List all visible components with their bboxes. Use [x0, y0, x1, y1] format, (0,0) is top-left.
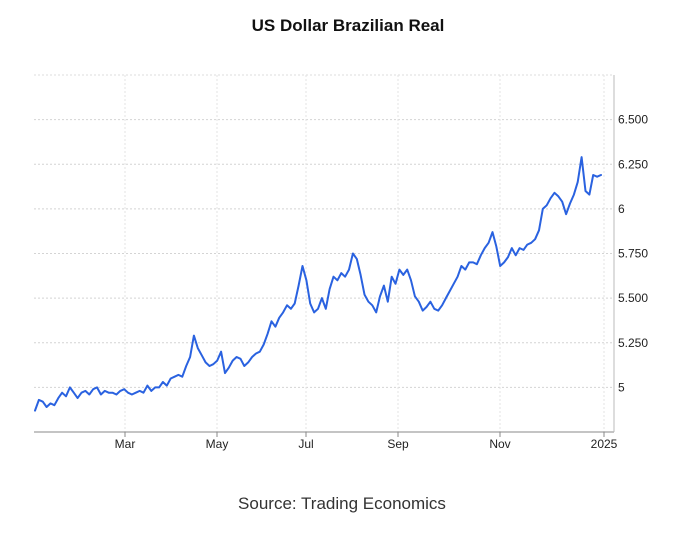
- y-tick-label: 6.250: [618, 157, 648, 171]
- tick-labels: 5 5.250 5.500 5.750 6 6.250 6.500 Mar May Jul Sep N…: [115, 113, 649, 451]
- axes: [34, 75, 615, 437]
- x-tick-label: May: [206, 437, 229, 451]
- y-tick-label: 5.500: [618, 291, 648, 305]
- chart-title: US Dollar Brazilian Real: [251, 16, 445, 35]
- x-tick-label: 2025: [591, 437, 618, 451]
- x-tick-label: Jul: [298, 437, 313, 451]
- source-attribution: Source: Trading Economics: [238, 494, 446, 513]
- x-tick-label: Sep: [387, 437, 409, 451]
- x-tick-label: Mar: [115, 437, 136, 451]
- y-tick-label: 6: [618, 202, 625, 216]
- grid-lines: [34, 74, 614, 432]
- series-line-usdbrl: [34, 156, 602, 412]
- series-layer: [34, 156, 602, 412]
- y-tick-label: 5.250: [618, 336, 648, 350]
- y-tick-label: 6.500: [618, 113, 648, 127]
- x-tick-label: Nov: [489, 437, 510, 451]
- y-tick-label: 5.750: [618, 247, 648, 261]
- y-tick-label: 5: [618, 380, 625, 394]
